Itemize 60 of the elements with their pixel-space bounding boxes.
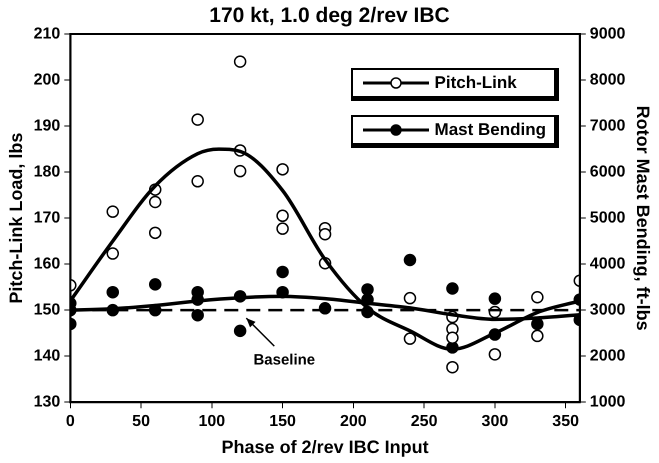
point bbox=[276, 163, 289, 176]
point bbox=[234, 324, 246, 338]
y-tick-label: 180 bbox=[34, 163, 60, 180]
point bbox=[404, 254, 416, 266]
point bbox=[318, 228, 332, 240]
y-tick-label: 200 bbox=[34, 71, 60, 88]
ref-line-label: Baseline bbox=[253, 351, 316, 368]
point bbox=[276, 222, 289, 235]
point bbox=[276, 266, 289, 278]
point bbox=[488, 348, 502, 361]
y2-tick-label: 2000 bbox=[590, 348, 626, 365]
point bbox=[191, 308, 204, 322]
y-tick-label: 190 bbox=[34, 117, 60, 134]
y-axis-title: Pitch-Link Load, lbs bbox=[6, 132, 26, 304]
point bbox=[234, 164, 246, 178]
y2-tick-label: 1000 bbox=[590, 394, 626, 411]
point bbox=[148, 278, 162, 291]
y-tick-label: 160 bbox=[34, 256, 60, 273]
y-tick-label: 210 bbox=[34, 25, 60, 42]
point bbox=[191, 113, 204, 126]
y2-tick-label: 9000 bbox=[590, 25, 626, 42]
y2-tick-label: 6000 bbox=[590, 163, 626, 180]
x-tick-label: 50 bbox=[132, 413, 150, 430]
point bbox=[446, 282, 459, 295]
point bbox=[276, 210, 289, 222]
point bbox=[404, 292, 416, 304]
y2-tick-label: 7000 bbox=[590, 117, 626, 134]
y2-tick-label: 4000 bbox=[590, 256, 626, 273]
y2-axis-title: Rotor Mast Bending, ft-lbs bbox=[633, 106, 654, 331]
point bbox=[148, 226, 162, 240]
x-tick-label: 350 bbox=[552, 413, 580, 430]
x-tick-label: 100 bbox=[198, 413, 226, 430]
x-tick-label: 300 bbox=[482, 413, 508, 430]
point bbox=[148, 196, 162, 208]
point bbox=[361, 283, 374, 296]
x-tick-label: 0 bbox=[66, 413, 75, 430]
y-tick-label: 130 bbox=[34, 394, 60, 411]
point bbox=[234, 55, 246, 68]
x-axis-title: Phase of 2/rev IBC Input bbox=[222, 437, 429, 458]
point bbox=[488, 292, 502, 305]
point bbox=[106, 286, 120, 298]
y2-tick-label: 5000 bbox=[590, 210, 626, 227]
point bbox=[404, 332, 416, 345]
y-tick-label: 150 bbox=[34, 302, 60, 319]
y2-tick-label: 3000 bbox=[590, 302, 626, 319]
x-tick-label: 250 bbox=[410, 413, 438, 430]
legend-label: Pitch-Link bbox=[434, 73, 517, 93]
point bbox=[191, 175, 204, 188]
point bbox=[106, 247, 120, 260]
point bbox=[531, 330, 544, 342]
y-tick-label: 140 bbox=[34, 348, 60, 365]
y-tick-label: 170 bbox=[34, 210, 60, 227]
chart-title: 170 kt, 1.0 deg 2/rev IBC bbox=[209, 4, 450, 27]
point bbox=[531, 291, 544, 304]
legend-label: Mast Bending bbox=[434, 120, 546, 140]
point bbox=[106, 205, 120, 218]
x-tick-label: 200 bbox=[340, 413, 367, 430]
y2-tick-label: 8000 bbox=[590, 71, 626, 88]
point bbox=[446, 360, 459, 374]
x-tick-label: 150 bbox=[269, 413, 296, 430]
